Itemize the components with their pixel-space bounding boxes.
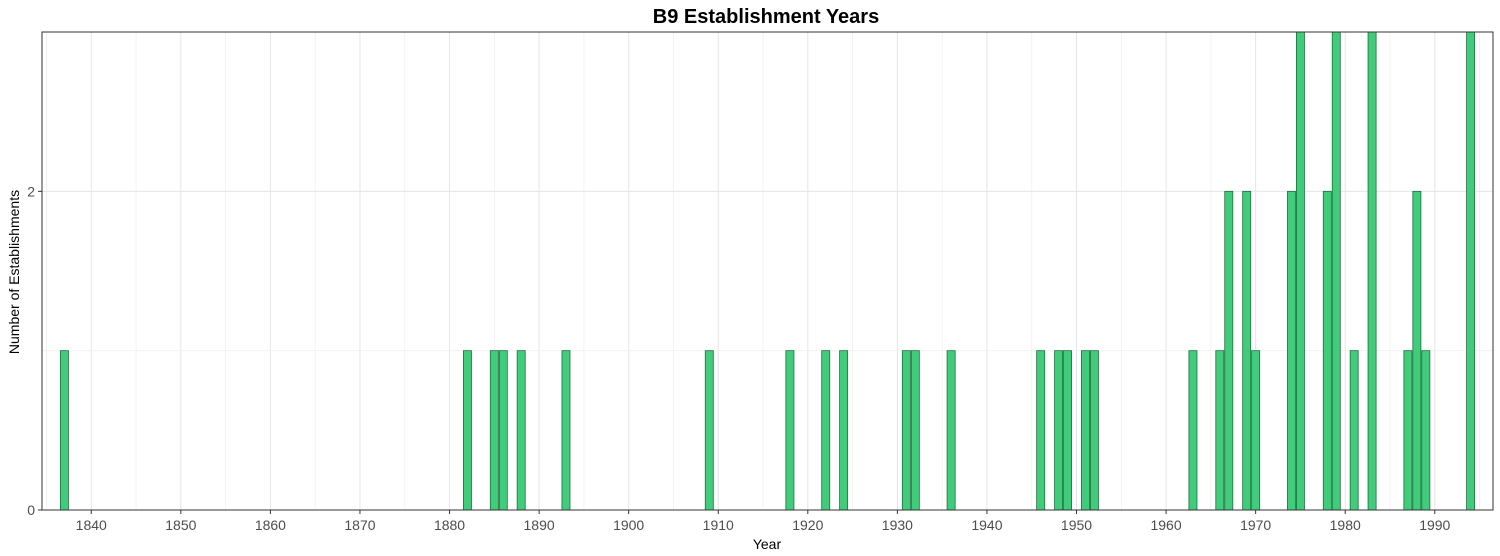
- y-axis: 02: [27, 183, 42, 518]
- x-tick-label-1900: 1900: [613, 517, 644, 533]
- bar-1967: [1224, 190, 1234, 511]
- bar-1882: [463, 350, 472, 511]
- bar-1931: [901, 350, 911, 511]
- bar-1918: [785, 350, 795, 511]
- x-tick-label-1940: 1940: [971, 517, 1002, 533]
- x-tick-label-1840: 1840: [76, 517, 107, 533]
- bar-1951: [1081, 350, 1090, 511]
- bar-1987: [1403, 350, 1413, 511]
- bar-1924: [839, 350, 849, 511]
- bar-1975: [1295, 31, 1305, 511]
- bar-1949: [1063, 350, 1072, 511]
- x-axis: 1840 1850 1860 1870 1880 1890 1900 1910 1920 1930…: [76, 510, 1451, 533]
- bar-1936: [946, 350, 956, 511]
- x-tick-label-1860: 1860: [255, 517, 286, 533]
- bar-1922: [821, 350, 831, 511]
- bars: [59, 31, 1476, 511]
- x-tick-label-1960: 1960: [1150, 517, 1181, 533]
- bar-1946: [1036, 350, 1046, 511]
- bar-1909: [704, 350, 714, 511]
- y-tick-label-2: 2: [27, 183, 35, 199]
- y-tick-label-0: 0: [27, 502, 35, 518]
- bar-1888: [516, 350, 526, 511]
- x-tick-label-1850: 1850: [165, 517, 196, 533]
- x-tick-label-1890: 1890: [524, 517, 555, 533]
- bar-1893: [561, 350, 571, 511]
- y-axis-title: Number of Establishments: [6, 190, 22, 354]
- bar-1963: [1188, 350, 1198, 511]
- bar-1978: [1322, 190, 1332, 511]
- bar-1988: [1412, 190, 1422, 511]
- bar-1932: [910, 350, 920, 511]
- x-tick-label-1930: 1930: [882, 517, 913, 533]
- bar-1979: [1331, 31, 1341, 511]
- bar-1983: [1367, 31, 1377, 511]
- x-tick-label-1950: 1950: [1061, 517, 1092, 533]
- bar-1969: [1242, 190, 1252, 511]
- bar-1970: [1251, 350, 1261, 511]
- bar-1994: [1466, 31, 1476, 511]
- bar-1886: [498, 350, 508, 511]
- bar-1837: [59, 350, 69, 511]
- x-tick-label-1970: 1970: [1240, 517, 1271, 533]
- bar-1966: [1215, 350, 1225, 511]
- x-tick-label-1910: 1910: [703, 517, 734, 533]
- grid-lines: [42, 31, 1493, 510]
- x-tick-label-1880: 1880: [434, 517, 465, 533]
- x-axis-title: Year: [753, 536, 782, 552]
- bar-1981: [1349, 350, 1359, 511]
- x-tick-label-1870: 1870: [344, 517, 375, 533]
- x-tick-label-1920: 1920: [792, 517, 823, 533]
- plot-panel-border: [41, 31, 1494, 511]
- x-tick-label-1980: 1980: [1330, 517, 1361, 533]
- bar-1989: [1421, 350, 1431, 511]
- bar-1974: [1287, 190, 1296, 511]
- bar-1885: [489, 350, 499, 511]
- chart-title: B9 Establishment Years: [653, 6, 879, 28]
- x-tick-label-1990: 1990: [1419, 517, 1450, 533]
- bar-1948: [1054, 350, 1064, 511]
- bar-1952: [1089, 350, 1099, 511]
